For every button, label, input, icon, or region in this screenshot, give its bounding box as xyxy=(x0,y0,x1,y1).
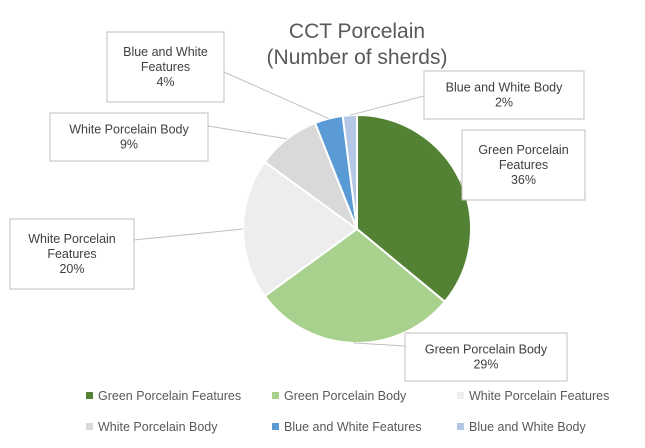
legend-item-green-porcelain-features: Green Porcelain Features xyxy=(86,389,241,403)
data-label-percent-white-porcelain-body: 9% xyxy=(120,138,138,152)
data-label-percent-green-porcelain-body: 29% xyxy=(473,358,498,372)
data-label-percent-green-porcelain-features: 36% xyxy=(511,173,536,187)
data-label-name-blue-and-white-features: Blue and White xyxy=(123,45,208,59)
data-label-percent-white-porcelain-features: 20% xyxy=(59,262,84,276)
legend-swatch-white-porcelain-features xyxy=(457,392,464,399)
callout-box-white-porcelain-body xyxy=(49,112,209,162)
data-label-name-white-porcelain-features: Features xyxy=(47,247,96,261)
leader-line-green-porcelain-body xyxy=(353,342,406,347)
legend-item-white-porcelain-features: White Porcelain Features xyxy=(457,389,609,403)
legend-label-white-porcelain-features: White Porcelain Features xyxy=(469,389,609,403)
data-label-percent-blue-and-white-body: 2% xyxy=(495,96,513,110)
legend-label-blue-and-white-body: Blue and White Body xyxy=(469,420,586,434)
leader-line-white-porcelain-features xyxy=(133,228,244,241)
legend-item-blue-and-white-body: Blue and White Body xyxy=(457,420,586,434)
callout-box-blue-and-white-body xyxy=(423,70,585,120)
legend-swatch-green-porcelain-body xyxy=(272,392,279,399)
chart-title-line-2: (Number of sherds) xyxy=(267,46,448,69)
legend-swatch-blue-and-white-body xyxy=(457,423,464,430)
legend: Green Porcelain Features Green Porcelain … xyxy=(86,389,609,434)
legend-swatch-green-porcelain-features xyxy=(86,392,93,399)
callout-box-white-porcelain-features xyxy=(9,218,135,290)
legend-label-green-porcelain-body: Green Porcelain Body xyxy=(284,389,407,403)
pie-slice-white-porcelain-features xyxy=(242,160,359,298)
data-label-name-green-porcelain-body: Green Porcelain Body xyxy=(425,343,548,357)
leader-lines xyxy=(133,71,463,347)
leader-line-blue-and-white-body xyxy=(349,95,425,116)
data-label-name-blue-and-white-features: Features xyxy=(141,60,190,74)
legend-label-white-porcelain-body: White Porcelain Body xyxy=(98,420,218,434)
chart-title-line-1: CCT Porcelain xyxy=(289,20,425,43)
data-label-name-white-porcelain-features: White Porcelain xyxy=(28,232,116,246)
legend-label-blue-and-white-features: Blue and White Features xyxy=(284,420,422,434)
data-label-name-green-porcelain-features: Green Porcelain xyxy=(478,143,568,157)
legend-swatch-blue-and-white-features xyxy=(272,423,279,430)
leader-line-blue-and-white-features xyxy=(223,71,329,120)
callout-box-blue-and-white-features xyxy=(106,31,225,103)
legend-swatch-white-porcelain-body xyxy=(86,423,93,430)
legend-label-green-porcelain-features: Green Porcelain Features xyxy=(98,389,241,403)
leader-line-white-porcelain-body xyxy=(207,125,288,140)
legend-item-blue-and-white-features: Blue and White Features xyxy=(272,420,422,434)
data-label-percent-blue-and-white-features: 4% xyxy=(156,75,174,89)
callout-box-green-porcelain-features xyxy=(461,129,586,201)
data-label-name-blue-and-white-body: Blue and White Body xyxy=(446,81,563,95)
pie-slices xyxy=(242,113,472,344)
legend-item-white-porcelain-body: White Porcelain Body xyxy=(86,420,218,434)
legend-item-green-porcelain-body: Green Porcelain Body xyxy=(272,389,407,403)
callout-box-green-porcelain-body xyxy=(404,332,568,382)
data-label-name-white-porcelain-body: White Porcelain Body xyxy=(69,123,189,137)
pie-slice-green-porcelain-features xyxy=(356,113,472,304)
data-label-name-green-porcelain-features: Features xyxy=(499,158,548,172)
